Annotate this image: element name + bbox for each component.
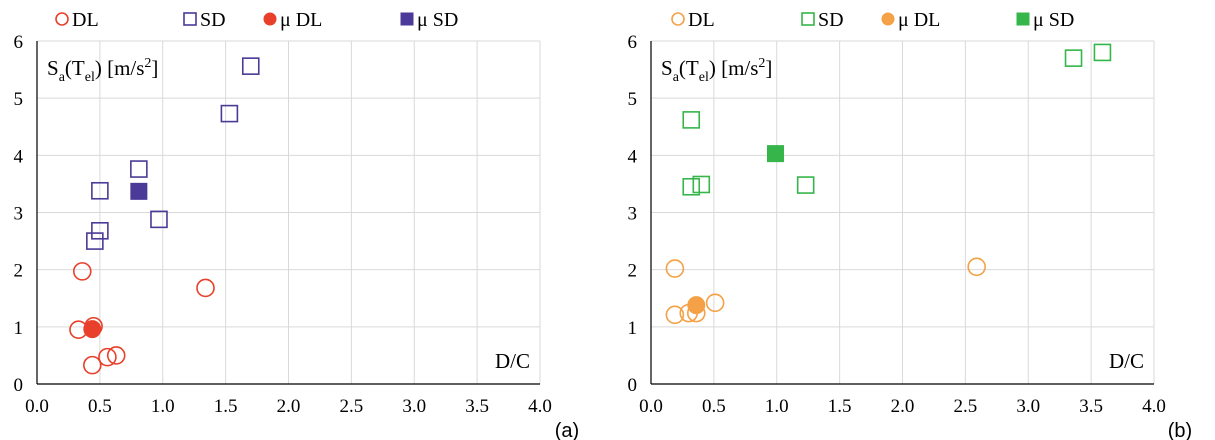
point-square bbox=[1093, 43, 1112, 62]
point-square bbox=[86, 232, 104, 250]
point-circle bbox=[196, 278, 215, 298]
legend-label: SD bbox=[200, 9, 226, 31]
y-tick-label: 1 bbox=[628, 318, 638, 339]
point-mean-square bbox=[766, 145, 784, 163]
point-square bbox=[796, 176, 815, 194]
chart-panel-a: 0.0 0.5 1.0 1.5 2.0 2.5 3.0 3.5 4.0 0 1 2 3 4 5 6 Sa(Tel… bbox=[14, 9, 580, 440]
legend-marker-square bbox=[1016, 12, 1030, 26]
legend-label: μ DL bbox=[280, 9, 322, 31]
y-tick-label: 0 bbox=[628, 375, 638, 396]
legend-label: μ SD bbox=[1033, 9, 1074, 31]
x-tick-label: 1.0 bbox=[151, 396, 175, 417]
point-mean-square bbox=[130, 182, 148, 200]
x-axis-label: D/C bbox=[1109, 349, 1144, 373]
x-tick-label: 3.5 bbox=[465, 396, 489, 417]
legend: DL SD μ DL μ SD bbox=[55, 9, 458, 31]
x-tick-label: 1.0 bbox=[765, 396, 789, 417]
y-axis-label: Sa(Tel) [m/s2] bbox=[661, 56, 772, 85]
legend-label: SD bbox=[818, 9, 844, 31]
legend-label: DL bbox=[72, 9, 99, 31]
y-tick-label: 6 bbox=[628, 32, 638, 53]
data-points bbox=[69, 57, 260, 375]
y-tick-label: 6 bbox=[14, 32, 24, 53]
x-tick-label: 0.0 bbox=[25, 396, 49, 417]
x-tick-label: 2.0 bbox=[891, 396, 915, 417]
point-circle bbox=[72, 262, 92, 281]
x-tick-label: 1.5 bbox=[828, 396, 852, 417]
y-tick-label: 5 bbox=[628, 89, 638, 110]
y-tick-label: 3 bbox=[628, 204, 638, 225]
legend-marker-circle bbox=[881, 12, 895, 26]
point-square bbox=[150, 210, 168, 229]
legend-marker-circle bbox=[55, 12, 69, 26]
x-tick-label: 1.5 bbox=[214, 396, 238, 417]
legend-label: μ SD bbox=[417, 9, 458, 31]
x-tick-label: 2.0 bbox=[277, 396, 301, 417]
legend-label: μ DL bbox=[898, 9, 940, 31]
y-tick-label: 2 bbox=[628, 261, 638, 282]
chart-panel-b: 0.0 0.5 1.0 1.5 2.0 2.5 3.0 3.5 4.0 0 1 2 3 4 5 6 Sa(Tel… bbox=[628, 9, 1193, 440]
y-tick-label: 5 bbox=[14, 89, 24, 110]
x-axis-label: D/C bbox=[495, 349, 530, 373]
point-circle bbox=[83, 355, 102, 375]
legend-marker-square bbox=[801, 12, 815, 26]
x-tick-label: 0.0 bbox=[639, 396, 663, 417]
y-tick-label: 1 bbox=[14, 318, 24, 339]
x-tick-label: 4.0 bbox=[528, 396, 552, 417]
panel-label: (b) bbox=[1168, 420, 1192, 440]
point-circle bbox=[98, 347, 117, 367]
x-tick-label: 0.5 bbox=[88, 396, 112, 417]
x-tick-label: 3.5 bbox=[1079, 396, 1103, 417]
x-tick-label: 3.0 bbox=[402, 396, 426, 417]
point-mean-circle bbox=[83, 320, 102, 339]
y-tick-label: 4 bbox=[14, 146, 24, 167]
x-tick-label: 4.0 bbox=[1142, 396, 1166, 417]
point-circle bbox=[705, 293, 725, 313]
point-circle bbox=[967, 257, 986, 277]
y-tick-label: 2 bbox=[14, 261, 24, 282]
point-circle bbox=[665, 259, 685, 278]
legend-marker-circle bbox=[671, 12, 685, 26]
legend-label: DL bbox=[688, 9, 715, 31]
point-square bbox=[692, 175, 711, 194]
x-tick-label: 3.0 bbox=[1016, 396, 1040, 417]
point-mean-circle bbox=[687, 296, 706, 315]
x-tick-label: 2.5 bbox=[954, 396, 978, 417]
point-square bbox=[220, 104, 239, 123]
point-square bbox=[130, 160, 148, 178]
point-square bbox=[682, 177, 701, 196]
x-tick-label: 2.5 bbox=[340, 396, 364, 417]
data-points bbox=[665, 43, 1112, 325]
point-circle bbox=[106, 346, 126, 365]
legend-marker-square bbox=[400, 12, 414, 26]
y-axis-label: Sa(Tel) [m/s2] bbox=[47, 56, 158, 85]
legend-marker-circle bbox=[263, 12, 277, 26]
x-tick-label: 0.5 bbox=[702, 396, 726, 417]
legend-marker-square bbox=[183, 12, 197, 26]
point-square bbox=[241, 57, 260, 75]
y-tick-label: 4 bbox=[628, 146, 638, 167]
y-tick-label: 3 bbox=[14, 204, 24, 225]
y-tick-label: 0 bbox=[14, 375, 24, 396]
point-square bbox=[682, 111, 701, 129]
point-square bbox=[1064, 49, 1083, 67]
legend: DL SD μ DL μ SD bbox=[671, 9, 1074, 31]
panel-label: (a) bbox=[555, 420, 579, 440]
point-circle bbox=[665, 305, 685, 325]
point-square bbox=[91, 181, 109, 200]
point-square bbox=[91, 221, 109, 240]
